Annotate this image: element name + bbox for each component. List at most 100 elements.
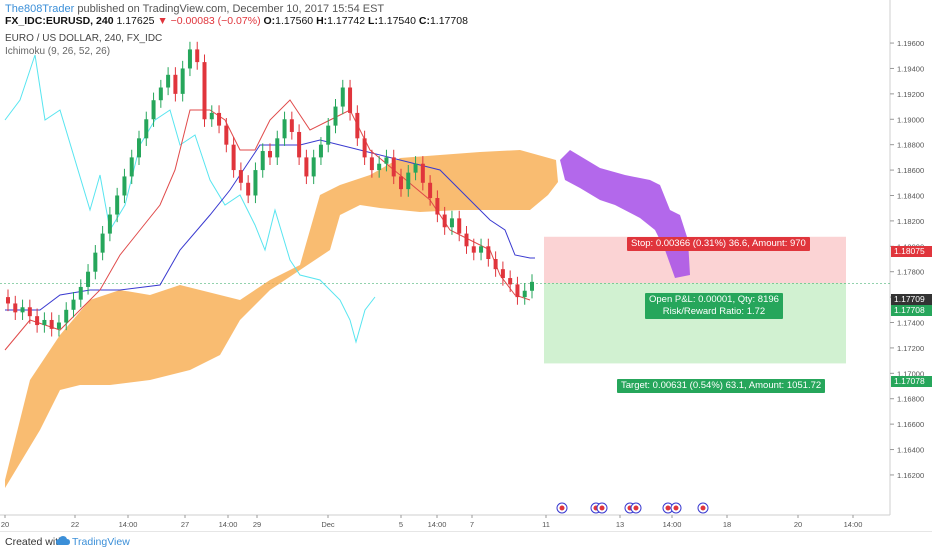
candle-body: [355, 112, 360, 139]
time-tick-label: 20: [794, 520, 802, 529]
legend-indicator[interactable]: Ichimoku (9, 26, 52, 26): [5, 46, 111, 57]
candle-body: [268, 151, 272, 158]
time-tick-label: 14:00: [219, 520, 238, 529]
ichimoku-cloud-bullish: [5, 150, 558, 488]
candle-body: [144, 119, 149, 139]
candle-body: [6, 297, 10, 304]
target-label[interactable]: Target: 0.00631 (0.54%) 63.1, Amount: 10…: [617, 379, 826, 393]
price-tick-label: 1.19600: [897, 39, 924, 48]
candle-body: [42, 319, 47, 326]
time-tick-label: 27: [181, 520, 189, 529]
candle-body: [500, 269, 505, 279]
candle-body: [304, 157, 309, 177]
change-down-icon: ▼: [157, 15, 168, 27]
kijun-sen-line: [5, 139, 535, 311]
price-tick-label: 1.17200: [897, 344, 924, 353]
created-with: Created with: [5, 536, 64, 548]
chikou-span-line: [4, 54, 376, 344]
tradingview-logo[interactable]: TradingView: [72, 536, 130, 548]
candle-body: [391, 157, 396, 177]
economic-event-dot: [599, 505, 605, 511]
candle-body: [348, 87, 353, 113]
close-price-marker: 1.17708: [891, 305, 932, 316]
price-tick-label: 1.19200: [897, 90, 924, 99]
candle-body: [93, 252, 98, 272]
current-price-marker: 1.17709: [891, 294, 932, 305]
price-tick-label: 1.16800: [897, 395, 924, 404]
candle-body: [493, 259, 498, 270]
candle-body: [209, 112, 214, 120]
candle-body: [158, 87, 163, 101]
candle-body: [217, 112, 222, 126]
tenkan-sen-line: [4, 99, 531, 351]
candle-body: [297, 131, 302, 158]
time-tick-label: 29: [253, 520, 261, 529]
last-price: 1.17625: [116, 15, 155, 27]
price-chart[interactable]: 1.19600 1.19400 1.19200 1.19000 1.18800 1.186…: [0, 0, 932, 531]
candle-body: [122, 176, 127, 196]
symbol: FX_IDC:EURUSD, 240: [5, 15, 114, 27]
candle-body: [78, 286, 83, 300]
candle-body: [464, 233, 469, 247]
stop-price-marker: 1.18075: [891, 246, 932, 257]
ichimoku-cloud-bearish: [560, 150, 690, 278]
time-tick-label: Dec: [321, 520, 335, 529]
change-value: −0.00083 (−0.07%): [170, 15, 261, 27]
low-label: L:: [368, 15, 378, 27]
time-tick-label: 22: [71, 520, 79, 529]
time-tick-label: 14:00: [428, 520, 447, 529]
candle-body: [333, 106, 338, 126]
stop-label[interactable]: Stop: 0.00366 (0.31%) 36.6, Amount: 970: [627, 237, 810, 251]
tradingview-cloud-icon: [56, 536, 70, 545]
candle-body: [326, 125, 331, 145]
publish-header: The808Trader published on TradingView.co…: [5, 3, 384, 15]
candle-body: [435, 198, 440, 215]
price-tick-label: 1.19000: [897, 115, 924, 124]
price-tick-label: 1.16200: [897, 471, 924, 480]
candle-body: [457, 218, 462, 234]
candle-body: [282, 119, 287, 139]
ohlc-bar: FX_IDC:EURUSD, 240 1.17625 ▼ −0.00083 (−…: [5, 15, 468, 27]
candle-body: [428, 182, 433, 199]
legend-title: EURO / US DOLLAR, 240, FX_IDC: [5, 33, 163, 44]
pnl-label[interactable]: Open P&L: 0.00001, Qty: 8196 Risk/Reward…: [645, 293, 783, 319]
economic-event-dot: [673, 505, 679, 511]
time-tick-label: 11: [542, 520, 550, 529]
candle-body: [318, 144, 323, 158]
close-value: 1.17708: [429, 15, 468, 27]
candle-body: [107, 214, 112, 234]
candle-body: [486, 246, 491, 259]
candle-body: [311, 157, 316, 177]
candle-body: [471, 246, 476, 253]
candle-body: [56, 322, 61, 329]
candle-body: [20, 307, 25, 313]
candle-body: [86, 271, 91, 287]
economic-event-dot: [633, 505, 639, 511]
candle-body: [49, 319, 54, 329]
candle-body: [260, 151, 265, 171]
price-tick-label: 1.17400: [897, 319, 924, 328]
candle-body: [202, 62, 207, 120]
economic-event-dot: [559, 505, 565, 511]
author-link[interactable]: The808Trader: [5, 3, 75, 15]
candle-body: [224, 125, 229, 145]
footer: Created with TradingView: [0, 531, 932, 551]
candle-body: [35, 316, 40, 326]
candle-body: [377, 163, 382, 171]
candle-body: [100, 233, 105, 253]
publish-info: published on TradingView.com, December 1…: [77, 3, 385, 15]
candle-body: [449, 218, 454, 228]
time-tick-label: 14:00: [663, 520, 682, 529]
open-label: O:: [263, 15, 276, 27]
high-value: 1.17742: [327, 15, 366, 27]
candle-body: [13, 303, 18, 313]
candle-body: [187, 49, 192, 69]
price-tick-label: 1.18200: [897, 217, 924, 226]
candle-body: [275, 138, 280, 158]
candle-body: [420, 163, 425, 183]
time-tick-label: 18: [723, 520, 731, 529]
pnl-text: Open P&L: 0.00001, Qty: 8196: [649, 294, 779, 305]
price-tick-label: 1.17000: [897, 369, 924, 378]
time-tick-label: 14:00: [119, 520, 138, 529]
close-label: C:: [418, 15, 430, 27]
